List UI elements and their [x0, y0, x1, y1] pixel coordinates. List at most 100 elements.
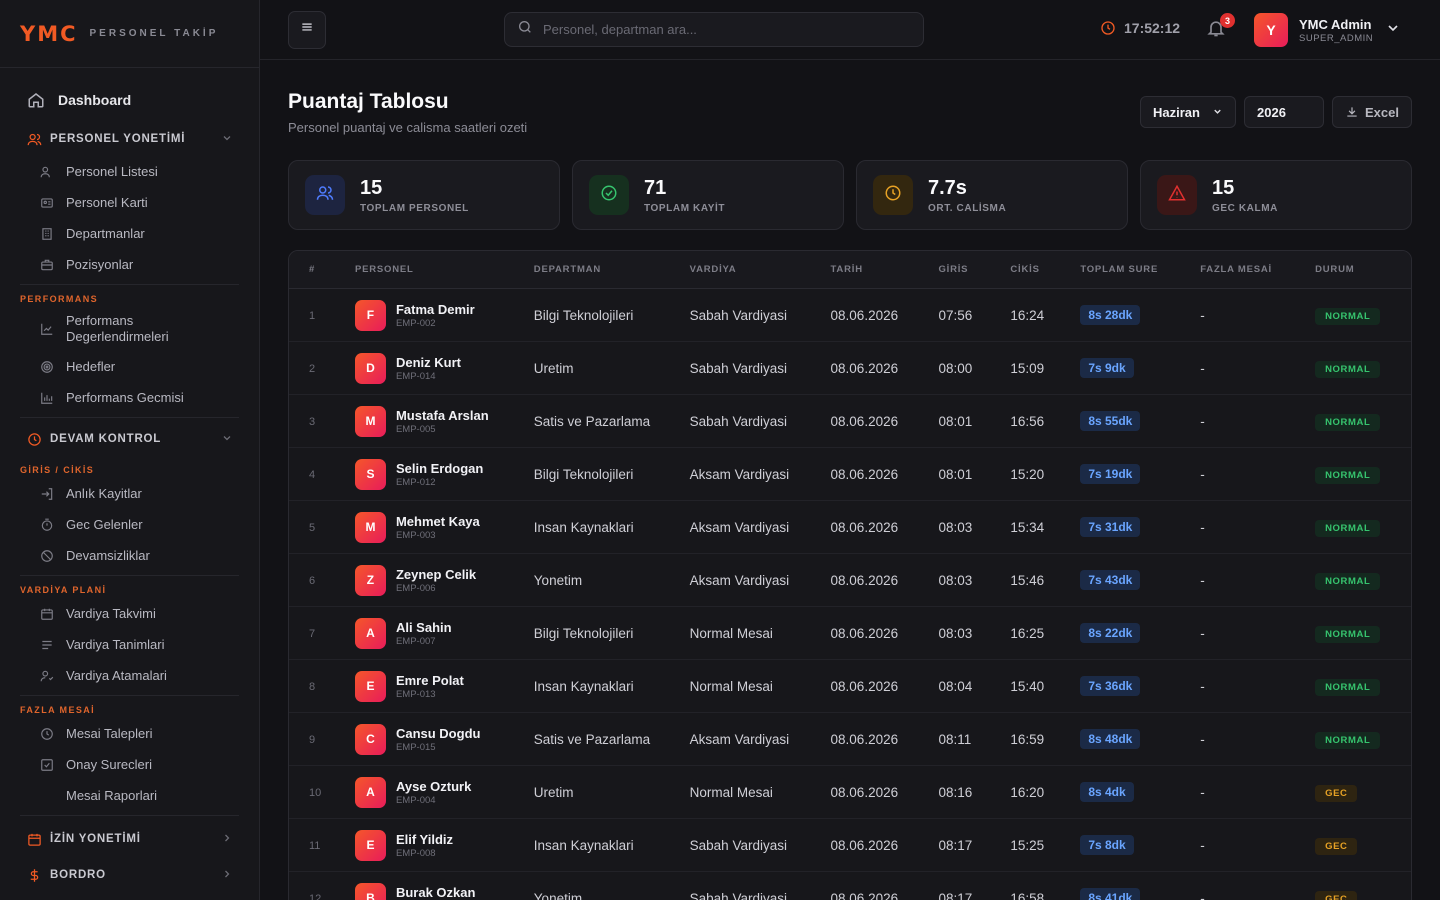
- sidebar-item-pozisyonlar[interactable]: Pozisyonlar: [0, 249, 259, 280]
- col-header-index[interactable]: #: [309, 264, 316, 275]
- status-badge: NORMAL: [1315, 519, 1381, 537]
- col-header-fazla-mesai[interactable]: FAZLA MESAİ: [1200, 264, 1272, 275]
- table-row[interactable]: 9 C Cansu Dogdu EMP-015 Satis ve Pazarlama Ak…: [289, 713, 1411, 766]
- user-menu[interactable]: Y YMC Admin SUPER_ADMIN: [1254, 13, 1401, 47]
- notifications-button[interactable]: 3: [1206, 13, 1235, 40]
- stat-value: 7.7s: [928, 176, 967, 199]
- person-name[interactable]: Mustafa Arslan: [395, 407, 489, 423]
- checkout-cell: 15:25: [1010, 837, 1045, 853]
- person-name[interactable]: Selin Erdogan: [395, 460, 484, 476]
- department-cell: Satis ve Pazarlama: [533, 731, 651, 747]
- checkout-cell: 16:56: [1010, 413, 1045, 429]
- check-circle-icon: [600, 184, 618, 207]
- search-box[interactable]: [504, 12, 924, 47]
- person-cell: D Deniz Kurt EMP-014: [354, 352, 534, 384]
- sidebar-item-mesai-talepleri[interactable]: Mesai Talepleri: [0, 718, 259, 749]
- person-name[interactable]: Cansu Dogdu: [395, 725, 481, 741]
- sidebar-item-hedefler[interactable]: Hedefler: [0, 351, 259, 382]
- col-header-personel[interactable]: PERSONEL: [354, 264, 414, 275]
- brand-logo[interactable]: YMC PERSONEL TAKİP: [0, 0, 259, 68]
- row-index: 6: [309, 575, 316, 587]
- sidebar-item-departmanlar[interactable]: Departmanlar: [0, 218, 259, 249]
- table-row[interactable]: 11 E Elif Yildiz EMP-008 Insan Kaynaklari Sab…: [289, 819, 1411, 872]
- checkout-cell: 16:59: [1010, 731, 1045, 747]
- table-row[interactable]: 1 F Fatma Demir EMP-002 Bilgi Teknolojileri S…: [289, 289, 1411, 342]
- building-icon: [40, 227, 54, 241]
- overtime-cell: -: [1200, 890, 1205, 900]
- person-name[interactable]: Elif Yildiz: [395, 831, 454, 847]
- sidebar-item-anlik-kayitlar[interactable]: Anlık Kayitlar: [0, 478, 259, 509]
- date-cell: 08.06.2026: [830, 572, 899, 588]
- excel-export-button[interactable]: Excel: [1332, 96, 1412, 128]
- table-row[interactable]: 3 M Mustafa Arslan EMP-005 Satis ve Pazarlam…: [289, 395, 1411, 448]
- table-row[interactable]: 6 Z Zeynep Celik EMP-006 Yonetim Aksam Vardiy…: [289, 554, 1411, 607]
- sidebar-item-mesai-raporlari[interactable]: Mesai Raporlari: [0, 780, 259, 811]
- table-row[interactable]: 8 E Emre Polat EMP-013 Insan Kaynaklari Norma…: [289, 660, 1411, 713]
- shift-cell: Aksam Vardiyasi: [689, 731, 790, 747]
- page-subtitle: Personel puantaj ve calisma saatleri oze…: [288, 120, 528, 135]
- chevron-down-icon: [1212, 105, 1223, 120]
- sidebar-item-gec-gelenler[interactable]: Gec Gelenler: [0, 509, 259, 540]
- col-header-tarih[interactable]: TARİH: [830, 264, 863, 275]
- person-name[interactable]: Emre Polat: [395, 672, 464, 688]
- sidebar-item-performans-gecmisi[interactable]: Performans Gecmisi: [0, 382, 259, 413]
- person-name[interactable]: Fatma Demir: [395, 301, 475, 317]
- topbar: 17:52:12 3 Y YMC Admin SUPER_ADMIN: [260, 0, 1440, 60]
- sidebar-item-onay-surecleri[interactable]: Onay Surecleri: [0, 749, 259, 780]
- person-name[interactable]: Ayse Ozturk: [395, 778, 472, 794]
- user-name: YMC Admin: [1299, 16, 1372, 32]
- clock-time: 17:52:12: [1124, 20, 1181, 36]
- table-row[interactable]: 4 S Selin Erdogan EMP-012 Bilgi Teknolojiler…: [289, 448, 1411, 501]
- col-header-departman[interactable]: DEPARTMAN: [533, 264, 601, 275]
- table-row[interactable]: 7 A Ali Sahin EMP-007 Bilgi Teknolojileri Nor…: [289, 607, 1411, 660]
- search-input[interactable]: [543, 22, 903, 37]
- checkout-cell: 15:20: [1010, 466, 1045, 482]
- stat-value: 15: [360, 176, 383, 199]
- stat-value: 15: [1212, 176, 1235, 199]
- sidebar-item-vardiya-tanimlari[interactable]: Vardiya Tanimlari: [0, 629, 259, 660]
- list-icon: [40, 638, 54, 652]
- table-row[interactable]: 5 M Mehmet Kaya EMP-003 Insan Kaynaklari Aksa…: [289, 501, 1411, 554]
- sidebar-item-label: Vardiya Tanimlari: [66, 637, 165, 652]
- overtime-cell: -: [1200, 784, 1205, 800]
- overtime-cell: -: [1200, 307, 1205, 323]
- col-header-vardiya[interactable]: VARDİYA: [689, 264, 737, 275]
- sidebar-group-bordro[interactable]: BORDRO: [0, 858, 259, 892]
- table-header: # PERSONEL DEPARTMAN VARDİYA TARİH GİRİS…: [289, 251, 1411, 289]
- year-input[interactable]: 2026: [1244, 96, 1325, 128]
- date-cell: 08.06.2026: [830, 731, 899, 747]
- person-name[interactable]: Deniz Kurt: [395, 354, 461, 370]
- checkout-cell: 16:25: [1010, 625, 1045, 641]
- divider: [20, 284, 239, 285]
- sidebar-item-performans-degerlendirmeleri[interactable]: Performans Degerlendirmeleri: [0, 307, 259, 351]
- sidebar-item-vardiya-atamalari[interactable]: Vardiya Atamalari: [0, 660, 259, 691]
- sidebar-item-dashboard[interactable]: Dashboard: [0, 82, 259, 118]
- col-header-toplam-sure[interactable]: TOPLAM SURE: [1080, 264, 1159, 275]
- overtime-cell: -: [1200, 837, 1205, 853]
- col-header-durum[interactable]: DURUM: [1315, 264, 1355, 275]
- target-icon: [40, 360, 54, 374]
- table-row[interactable]: 2 D Deniz Kurt EMP-014 Uretim Sabah Vardiyasi…: [289, 342, 1411, 395]
- shift-cell: Normal Mesai: [689, 678, 773, 694]
- person-name[interactable]: Burak Ozkan: [395, 884, 476, 900]
- sidebar-group-izin[interactable]: İZİN YONETİMİ: [0, 822, 259, 856]
- col-header-cikis[interactable]: CİKİS: [1010, 264, 1040, 275]
- person-name[interactable]: Zeynep Celik: [395, 566, 477, 582]
- col-header-giris[interactable]: GİRİS: [938, 264, 969, 275]
- person-name[interactable]: Mehmet Kaya: [395, 513, 480, 529]
- sidebar-item-devamsizliklar[interactable]: Devamsizliklar: [0, 540, 259, 571]
- sidebar-item-personel-karti[interactable]: Personel Karti: [0, 187, 259, 218]
- department-cell: Bilgi Teknolojileri: [533, 466, 634, 482]
- stat-icon-box: [873, 175, 913, 215]
- sidebar-group-devam[interactable]: DEVAM KONTROL: [0, 422, 259, 456]
- menu-toggle-button[interactable]: [288, 10, 326, 49]
- person-code: EMP-012: [395, 476, 436, 488]
- sidebar-item-personel-listesi[interactable]: Personel Listesi: [0, 156, 259, 187]
- table-row[interactable]: 10 A Ayse Ozturk EMP-004 Uretim Normal Mesai 0…: [289, 766, 1411, 819]
- sidebar-item-label: Performans Gecmisi: [66, 390, 184, 405]
- person-name[interactable]: Ali Sahin: [395, 619, 452, 635]
- month-select[interactable]: Haziran: [1140, 96, 1237, 128]
- sidebar-item-vardiya-takvimi[interactable]: Vardiya Takvimi: [0, 598, 259, 629]
- sidebar-group-personel[interactable]: PERSONEL YONETİMİ: [0, 122, 259, 156]
